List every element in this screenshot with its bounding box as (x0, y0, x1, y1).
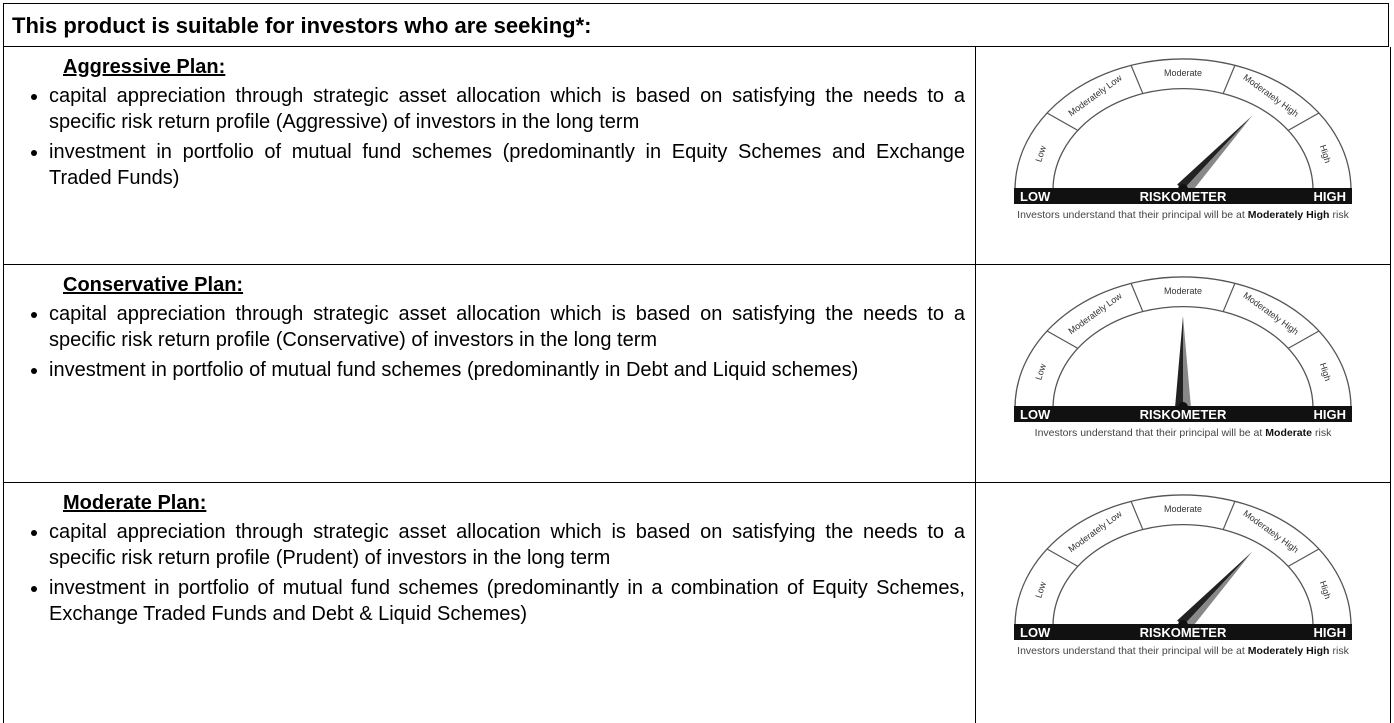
segment-divider (1222, 65, 1236, 94)
needle-hub (1178, 184, 1188, 194)
header-title: This product is suitable for investors w… (3, 3, 1389, 47)
segment-divider (1287, 112, 1320, 131)
gauge-outer (1014, 494, 1352, 627)
riskometer-caption: Investors understand that their principa… (1017, 645, 1349, 657)
needle-hub (1178, 620, 1188, 630)
bullet-item: capital appreciation through strategic a… (49, 519, 965, 571)
needle-dark (1177, 115, 1253, 190)
segment-label: Low (1033, 580, 1048, 599)
caption-level: Moderate (1265, 427, 1312, 439)
bar-high: HIGH (1314, 189, 1347, 204)
plan-title: Moderate Plan: (63, 492, 207, 514)
riskometer-cell: Low Moderately Low Moderate Moderately High… (976, 483, 1390, 723)
caption-level: Moderately High (1248, 209, 1330, 221)
plan-row: Aggressive Plan: capital appreciation thr… (3, 47, 1391, 265)
riskometer-cell: Low Moderately Low Moderate Moderately High… (976, 47, 1390, 264)
segment-divider (1130, 501, 1144, 530)
needle-hub (1178, 402, 1188, 412)
segment-label: Moderate (1164, 504, 1202, 514)
segment-label: Low (1033, 144, 1048, 163)
plan-description: Conservative Plan: capital appreciation t… (4, 265, 976, 482)
riskometer-caption: Investors understand that their principa… (1017, 209, 1349, 221)
needle-light (1183, 315, 1191, 408)
segment-label: Low (1033, 362, 1048, 381)
bar-name: RISKOMETER (1140, 189, 1227, 204)
segment-divider (1222, 501, 1236, 530)
bar-high: HIGH (1314, 625, 1347, 640)
caption-suffix: risk (1332, 209, 1349, 221)
bar-low: LOW (1020, 625, 1051, 640)
bullet-item: investment in portfolio of mutual fund s… (49, 139, 965, 191)
segment-divider (1287, 330, 1320, 349)
bullet-list: capital appreciation through strategic a… (4, 83, 965, 191)
bullet-list: capital appreciation through strategic a… (4, 519, 965, 627)
bar-name: RISKOMETER (1140, 625, 1227, 640)
needle-light (1183, 551, 1253, 632)
plan-description: Moderate Plan: capital appreciation throu… (4, 483, 976, 723)
caption-suffix: risk (1315, 427, 1332, 439)
bar-high: HIGH (1314, 407, 1347, 422)
bar-low: LOW (1020, 407, 1051, 422)
segment-divider (1046, 548, 1079, 567)
bullet-item: capital appreciation through strategic a… (49, 301, 965, 353)
riskometer-caption: Investors understand that their principa… (1035, 427, 1332, 439)
caption-level: Moderately High (1248, 645, 1330, 657)
riskometer-cell: Low Moderately Low Moderate Moderately High… (976, 265, 1390, 482)
segment-label: Moderate (1164, 68, 1202, 78)
riskometer-bar (1014, 624, 1352, 640)
gauge-outer (1014, 58, 1352, 191)
plan-description: Aggressive Plan: capital appreciation thr… (4, 47, 976, 264)
segment-divider (1287, 548, 1320, 567)
plan-row: Moderate Plan: capital appreciation throu… (3, 483, 1391, 723)
caption-prefix: Investors understand that their principa… (1017, 645, 1245, 657)
gauge-inner (1052, 524, 1314, 627)
plan-row: Conservative Plan: capital appreciation t… (3, 265, 1391, 483)
gauge-inner (1052, 306, 1314, 409)
needle-dark (1177, 551, 1253, 626)
caption-suffix: risk (1332, 645, 1349, 657)
segment-divider (1046, 112, 1079, 131)
bullet-item: investment in portfolio of mutual fund s… (49, 357, 965, 383)
caption-prefix: Investors understand that their principa… (1035, 427, 1263, 439)
bullet-item: investment in portfolio of mutual fund s… (49, 575, 965, 627)
segment-label: Moderate (1164, 286, 1202, 296)
riskometer-bar (1014, 188, 1352, 204)
plan-title: Conservative Plan: (63, 274, 244, 296)
segment-divider (1130, 283, 1144, 312)
segment-divider (1222, 283, 1236, 312)
bar-low: LOW (1020, 189, 1051, 204)
needle-dark (1175, 315, 1183, 408)
needle-light (1183, 115, 1253, 196)
segment-divider (1130, 65, 1144, 94)
bullet-item: capital appreciation through strategic a… (49, 83, 965, 135)
segment-divider (1046, 330, 1079, 349)
caption-prefix: Investors understand that their principa… (1017, 209, 1245, 221)
bullet-list: capital appreciation through strategic a… (4, 301, 965, 383)
bar-name: RISKOMETER (1140, 407, 1227, 422)
gauge-inner (1052, 88, 1314, 191)
plan-title: Aggressive Plan: (63, 56, 226, 78)
riskometer-bar (1014, 406, 1352, 422)
